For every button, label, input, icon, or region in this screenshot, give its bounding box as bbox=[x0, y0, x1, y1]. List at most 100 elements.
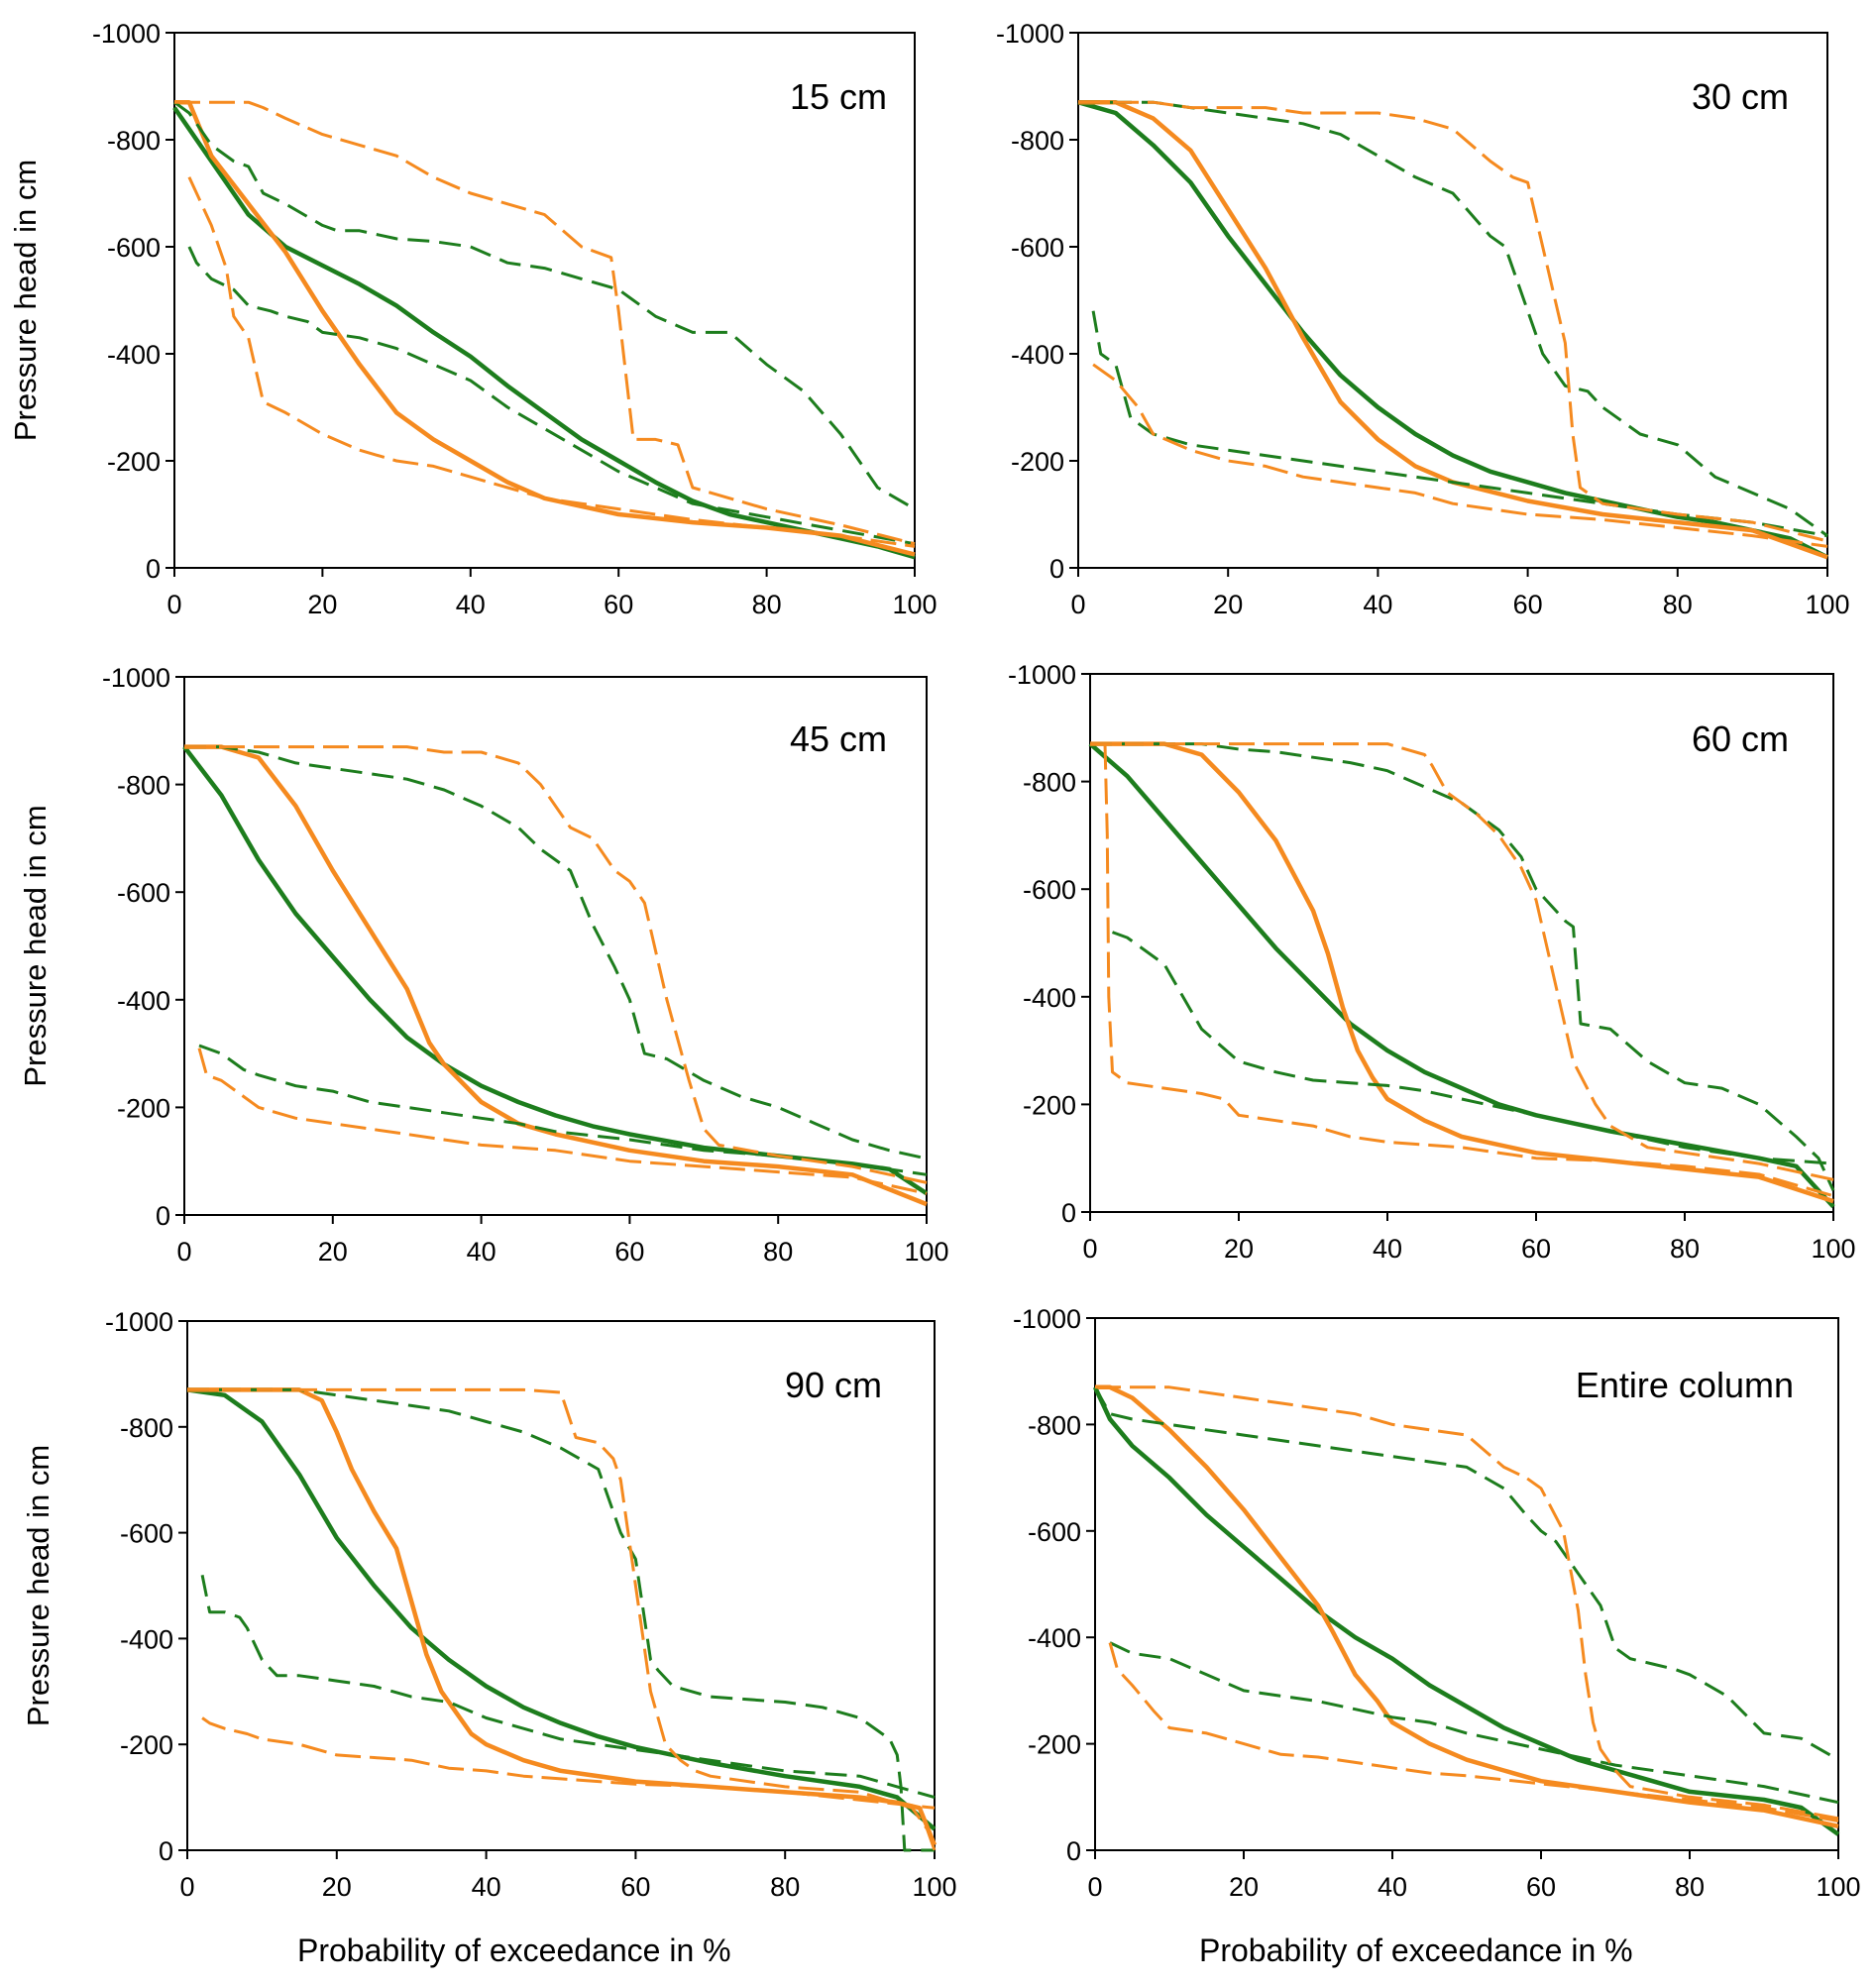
y-tick-label: -200 bbox=[1023, 1090, 1076, 1120]
series-line-green-dashed-upper bbox=[1093, 1386, 1839, 1762]
series-line-green-solid bbox=[1077, 100, 1829, 560]
y-tick-label: -200 bbox=[117, 1093, 170, 1123]
y-tick-label: 0 bbox=[1066, 1836, 1081, 1866]
series-line-orange-solid bbox=[174, 99, 916, 557]
panel-title: Entire column bbox=[1576, 1365, 1794, 1405]
y-tick-label: -800 bbox=[1023, 768, 1076, 798]
x-tick-label: 20 bbox=[1213, 590, 1243, 619]
y-tick-label: -800 bbox=[117, 771, 170, 801]
y-axis-label: Pressure head in cm bbox=[8, 160, 43, 441]
series-line-green-solid bbox=[182, 745, 929, 1196]
x-tick-label: 60 bbox=[1526, 1872, 1556, 1902]
x-tick-label: 100 bbox=[1811, 1234, 1855, 1264]
x-tick-label: 0 bbox=[1070, 590, 1085, 619]
y-axis-label: Pressure head in cm bbox=[21, 1445, 55, 1726]
series-line-orange-solid bbox=[1090, 741, 1834, 1204]
chart-panel-1: 0 20 40 60 80 100 0 -200 -400 -600 -800 -1000 Pressu… bbox=[8, 19, 938, 619]
x-tick-label: 40 bbox=[456, 590, 486, 619]
y-tick-label: -1000 bbox=[996, 19, 1064, 49]
series-line-orange-dashed-upper bbox=[1090, 742, 1834, 1181]
x-tick-label: 0 bbox=[1087, 1872, 1102, 1902]
y-tick-label: -1000 bbox=[102, 663, 170, 693]
series-line-green-dashed-upper bbox=[1090, 742, 1835, 1191]
x-tick-label: 40 bbox=[1373, 1234, 1402, 1264]
y-tick-label: -400 bbox=[107, 340, 161, 370]
y-tick-label: -800 bbox=[1011, 126, 1064, 156]
series-line-orange-dashed-upper bbox=[174, 100, 916, 546]
series-line-orange-dashed-lower bbox=[1092, 363, 1828, 548]
series-line-orange-solid bbox=[1095, 1384, 1839, 1828]
panel-title: 45 cm bbox=[790, 718, 887, 759]
y-tick-label: -800 bbox=[1028, 1410, 1081, 1440]
y-tick-label: -800 bbox=[120, 1413, 173, 1443]
x-tick-label: 0 bbox=[166, 590, 181, 619]
series-line-orange-solid bbox=[1078, 99, 1828, 560]
x-tick-label: 100 bbox=[912, 1872, 956, 1902]
chart-panel-5: 0 20 40 60 80 100 0 -200 -400 -600 -800 -1000 Pressu… bbox=[21, 1307, 957, 1902]
y-tick-label: -400 bbox=[117, 986, 170, 1016]
plot-frame bbox=[1077, 32, 1828, 569]
y-tick-label: -1000 bbox=[92, 19, 161, 49]
series-line-green-dashed-upper bbox=[187, 1387, 935, 1852]
y-tick-label: -1000 bbox=[105, 1307, 173, 1337]
x-tick-label: 20 bbox=[318, 1237, 348, 1267]
series-line-green-dashed-lower bbox=[1109, 1641, 1839, 1805]
series-line-green-dashed-upper bbox=[184, 745, 928, 1160]
x-tick-label: 60 bbox=[620, 1872, 650, 1902]
x-axis-label-right: Probability of exceedance in % bbox=[1199, 1933, 1633, 1968]
series-line-orange-dashed-lower bbox=[187, 176, 916, 548]
y-tick-label: -400 bbox=[1011, 340, 1064, 370]
series-line-green-dashed-lower bbox=[187, 246, 916, 546]
x-tick-label: 60 bbox=[604, 590, 633, 619]
series-line-green-dashed-lower bbox=[198, 1044, 928, 1176]
y-tick-label: -600 bbox=[107, 233, 161, 263]
series-line-orange-dashed-lower bbox=[1108, 1642, 1839, 1822]
series-line-orange-solid bbox=[187, 1387, 938, 1846]
x-tick-label: 60 bbox=[1521, 1234, 1551, 1264]
chart-panel-3: 0 20 40 60 80 100 0 -200 -400 -600 -800 -1000 Pressu… bbox=[18, 663, 949, 1267]
chart-panel-4: 0 20 40 60 80 100 0 -200 -400 -600 -800 -1000 60 cm bbox=[1008, 660, 1856, 1264]
chart-panel-2: 0 20 40 60 80 100 0 -200 -400 -600 -800 -1000 30 cm bbox=[996, 19, 1850, 619]
y-tick-label: -400 bbox=[1023, 983, 1076, 1013]
series-line-green-solid bbox=[172, 106, 916, 560]
y-tick-label: 0 bbox=[146, 554, 161, 584]
x-tick-label: 0 bbox=[176, 1237, 191, 1267]
x-tick-label: 100 bbox=[892, 590, 937, 619]
series-line-orange-dashed-lower bbox=[1103, 743, 1834, 1198]
x-tick-label: 80 bbox=[1675, 1872, 1705, 1902]
x-tick-label: 20 bbox=[1224, 1234, 1254, 1264]
y-tick-label: -200 bbox=[120, 1730, 173, 1760]
plot-frame bbox=[186, 1320, 936, 1851]
x-tick-label: 80 bbox=[752, 590, 782, 619]
y-tick-label: -800 bbox=[107, 126, 161, 156]
series-line-orange-dashed-upper bbox=[1095, 1385, 1839, 1821]
series-line-green-dashed-lower bbox=[1091, 310, 1828, 538]
series-line-orange-dashed-upper bbox=[184, 745, 928, 1184]
x-tick-label: 40 bbox=[472, 1872, 501, 1902]
y-tick-label: 0 bbox=[1049, 554, 1064, 584]
series-line-orange-dashed-lower bbox=[197, 1048, 928, 1195]
series-line-green-dashed-upper bbox=[1078, 100, 1828, 537]
x-tick-label: 20 bbox=[1229, 1872, 1259, 1902]
series-line-orange-dashed-upper bbox=[187, 1387, 937, 1851]
plot-frame bbox=[1094, 1317, 1839, 1851]
x-tick-label: 80 bbox=[763, 1237, 793, 1267]
x-tick-label: 20 bbox=[307, 590, 337, 619]
y-tick-label: -1000 bbox=[1008, 660, 1076, 690]
series-line-green-dashed-lower bbox=[1111, 931, 1834, 1165]
y-tick-label: -200 bbox=[1028, 1730, 1081, 1760]
x-tick-label: 60 bbox=[1513, 590, 1543, 619]
panel-title: 60 cm bbox=[1692, 718, 1789, 759]
plot-frame bbox=[1089, 673, 1834, 1213]
y-tick-label: -1000 bbox=[1013, 1304, 1081, 1334]
series-line-green-solid bbox=[1088, 741, 1835, 1209]
plot-frame bbox=[173, 32, 916, 569]
y-tick-label: -400 bbox=[1028, 1623, 1081, 1653]
x-tick-label: 40 bbox=[1378, 1872, 1407, 1902]
x-tick-label: 0 bbox=[179, 1872, 194, 1902]
x-tick-label: 80 bbox=[1663, 590, 1693, 619]
x-tick-label: 40 bbox=[1363, 590, 1392, 619]
panel-title: 90 cm bbox=[785, 1365, 882, 1405]
x-tick-label: 0 bbox=[1082, 1234, 1097, 1264]
